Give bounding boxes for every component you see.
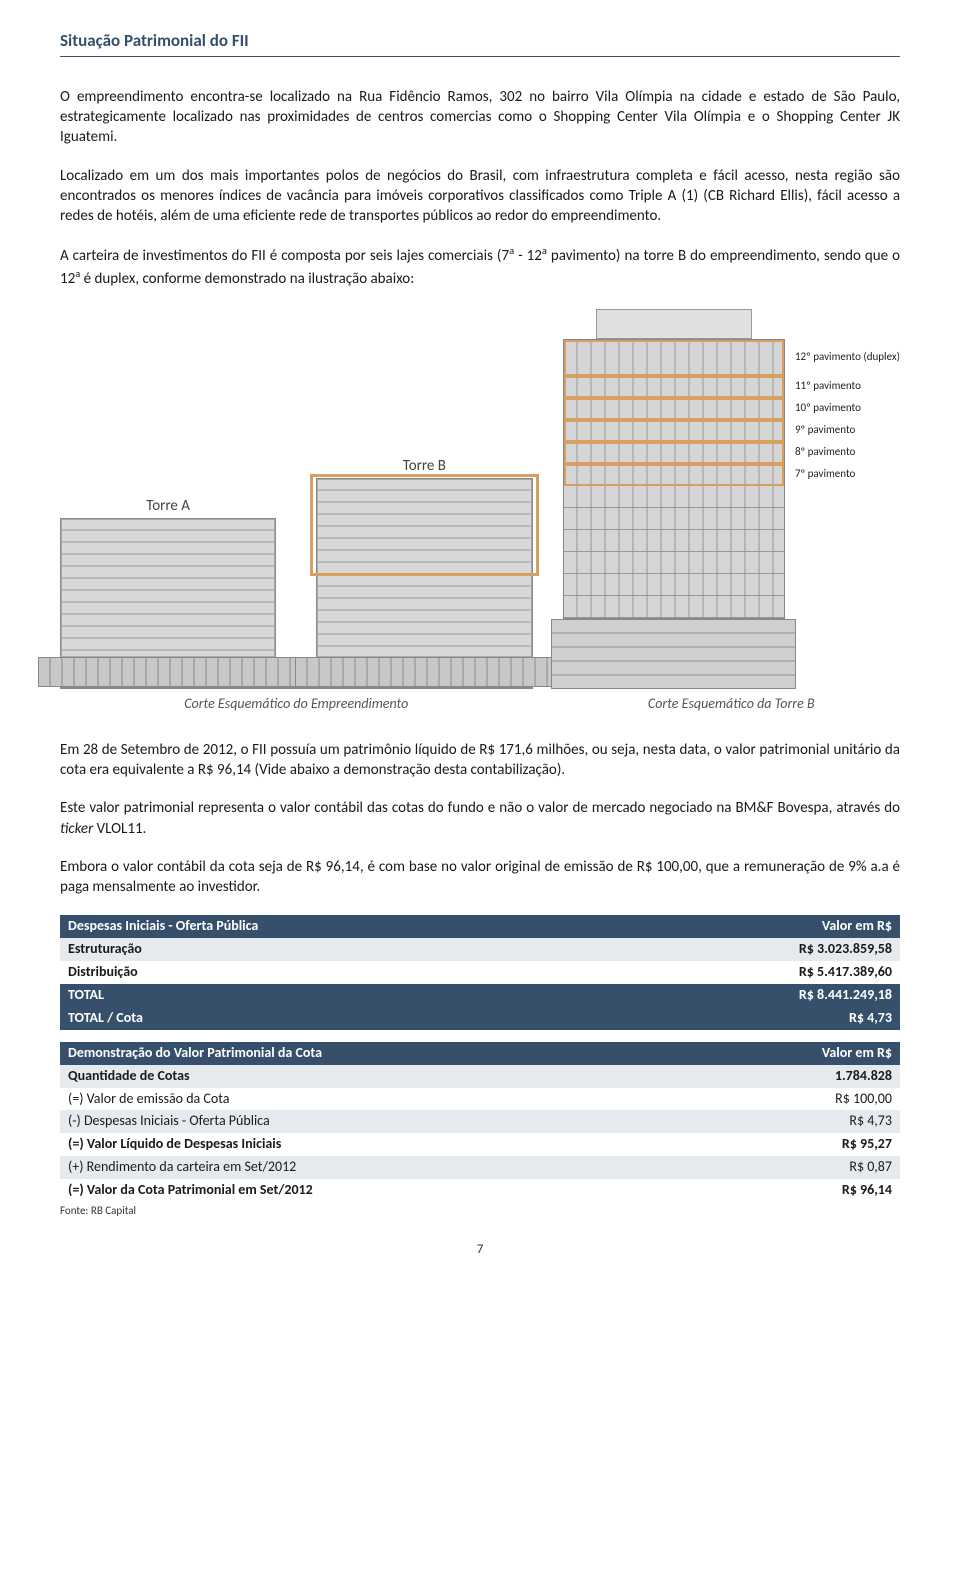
t1-r0-label: Estruturação [60, 938, 609, 961]
t1-totalcota-label: TOTAL / Cota [60, 1007, 609, 1030]
torre-b-roof-icon [596, 309, 752, 339]
torre-b-base-icon [295, 657, 555, 687]
t2-r4-label: (+) Rendimento da carteira em Set/2012 [60, 1156, 697, 1179]
t2-r5-value: R$ 96,14 [697, 1179, 900, 1202]
torre-b-section [563, 309, 785, 689]
t1-hdr-right: Valor em R$ [609, 915, 900, 938]
t2-r0-label: Quantidade de Cotas [60, 1065, 697, 1088]
table-row: TOTAL / Cota R$ 4,73 [60, 1007, 900, 1030]
t2-r1-label: (=) Valor de emissão da Cota [60, 1088, 697, 1111]
t2-r5-label: (=) Valor da Cota Patrimonial em Set/201… [60, 1179, 697, 1202]
floor-10 [564, 398, 784, 420]
t1-totalcota-value: R$ 4,73 [609, 1007, 900, 1030]
table-row: (=) Valor da Cota Patrimonial em Set/201… [60, 1179, 900, 1202]
floor-6 [564, 486, 784, 508]
paragraph-3: A carteira de investimentos do FII é com… [60, 244, 900, 289]
p5-ticker-label: ticker [60, 820, 93, 838]
paragraph-4: Em 28 de Setembro de 2012, o FII possuía… [60, 740, 900, 781]
paragraph-6: Embora o valor contábil da cota seja de … [60, 857, 900, 898]
t2-r1-value: R$ 100,00 [697, 1088, 900, 1111]
t1-total-value: R$ 8.441.249,18 [609, 984, 900, 1007]
table-row: TOTAL R$ 8.441.249,18 [60, 984, 900, 1007]
floor-12 [564, 340, 784, 376]
page-number: 7 [60, 1241, 900, 1259]
table-row: Estruturação R$ 3.023.859,58 [60, 938, 900, 961]
torre-a-base-icon [38, 657, 298, 687]
floor-2 [564, 574, 784, 596]
table-demonstracao: Demonstração do Valor Patrimonial da Cot… [60, 1042, 900, 1202]
torre-b-label: Torre B [403, 456, 446, 476]
table-row: (-) Despesas Iniciais - Oferta Pública R… [60, 1110, 900, 1133]
t2-r3-value: R$ 95,27 [697, 1133, 900, 1156]
illustrations: Torre A Torre B Corte Esquemático do Emp… [60, 309, 900, 714]
table-row: Distribuição R$ 5.417.389,60 [60, 961, 900, 984]
p5-ticker: VLOL11. [93, 820, 146, 838]
t2-r4-value: R$ 0,87 [697, 1156, 900, 1179]
floor-label-12: 12º pavimento (duplex) [795, 339, 900, 375]
floor-4 [564, 530, 784, 552]
torre-b-floors-icon [563, 339, 785, 619]
table-row: (+) Rendimento da carteira em Set/2012 R… [60, 1156, 900, 1179]
floor-labels: 12º pavimento (duplex) 11º pavimento 10º… [795, 309, 900, 617]
t2-r2-label: (-) Despesas Iniciais - Oferta Pública [60, 1110, 697, 1133]
floor-8 [564, 442, 784, 464]
t1-hdr-left: Despesas Iniciais - Oferta Pública [60, 915, 609, 938]
t2-r0-value: 1.784.828 [697, 1065, 900, 1088]
t1-total-label: TOTAL [60, 984, 609, 1007]
table-row: (=) Valor Líquido de Despesas Iniciais R… [60, 1133, 900, 1156]
floor-9 [564, 420, 784, 442]
p3-post: é duplex, conforme demonstrado na ilustr… [80, 270, 414, 288]
t2-hdr-right: Valor em R$ [697, 1042, 900, 1065]
floor-11 [564, 376, 784, 398]
paragraph-2: Localizado em um dos mais importantes po… [60, 166, 900, 227]
t2-r3-label: (=) Valor Líquido de Despesas Iniciais [60, 1133, 697, 1156]
t1-r1-value: R$ 5.417.389,60 [609, 961, 900, 984]
torre-a-building-icon [60, 518, 276, 658]
table-row: (=) Valor de emissão da Cota R$ 100,00 [60, 1088, 900, 1111]
t1-r1-label: Distribuição [60, 961, 609, 984]
table-row: Quantidade de Cotas 1.784.828 [60, 1065, 900, 1088]
p3-pre: A carteira de investimentos do FII é com… [60, 247, 509, 265]
illustration-left: Torre A Torre B Corte Esquemático do Emp… [60, 456, 533, 714]
paragraph-5: Este valor patrimonial representa o valo… [60, 798, 900, 839]
torre-b-building-icon [316, 478, 532, 658]
floor-label-8: 8º pavimento [795, 441, 900, 463]
torre-b: Torre B [316, 456, 532, 687]
floor-7 [564, 464, 784, 486]
floor-label-11: 11º pavimento [795, 375, 900, 397]
illustration-right: 12º pavimento (duplex) 11º pavimento 10º… [563, 309, 901, 714]
footnote: Fonte: RB Capital [60, 1204, 900, 1219]
t2-r2-value: R$ 4,73 [697, 1110, 900, 1133]
p5-pre: Este valor patrimonial representa o valo… [60, 799, 900, 817]
floor-1 [564, 596, 784, 618]
floor-3 [564, 552, 784, 574]
floor-label-10: 10º pavimento [795, 397, 900, 419]
paragraph-1: O empreendimento encontra-se localizado … [60, 87, 900, 148]
section-title: Situação Patrimonial do FII [60, 30, 900, 57]
torre-a: Torre A [60, 496, 276, 687]
p3-mid1: - 12 [514, 247, 542, 265]
floor-label-9: 9º pavimento [795, 419, 900, 441]
table-despesas: Despesas Iniciais - Oferta Pública Valor… [60, 915, 900, 1029]
table-row: Demonstração do Valor Patrimonial da Cot… [60, 1042, 900, 1065]
caption-right: Corte Esquemático da Torre B [563, 695, 901, 714]
t1-r0-value: R$ 3.023.859,58 [609, 938, 900, 961]
t2-hdr-left: Demonstração do Valor Patrimonial da Cot… [60, 1042, 697, 1065]
caption-left: Corte Esquemático do Empreendimento [60, 695, 533, 714]
torre-b-basement-icon [551, 619, 796, 689]
floor-label-7: 7º pavimento [795, 463, 900, 485]
floor-5 [564, 508, 784, 530]
table-row: Despesas Iniciais - Oferta Pública Valor… [60, 915, 900, 938]
torre-a-label: Torre A [146, 496, 190, 516]
